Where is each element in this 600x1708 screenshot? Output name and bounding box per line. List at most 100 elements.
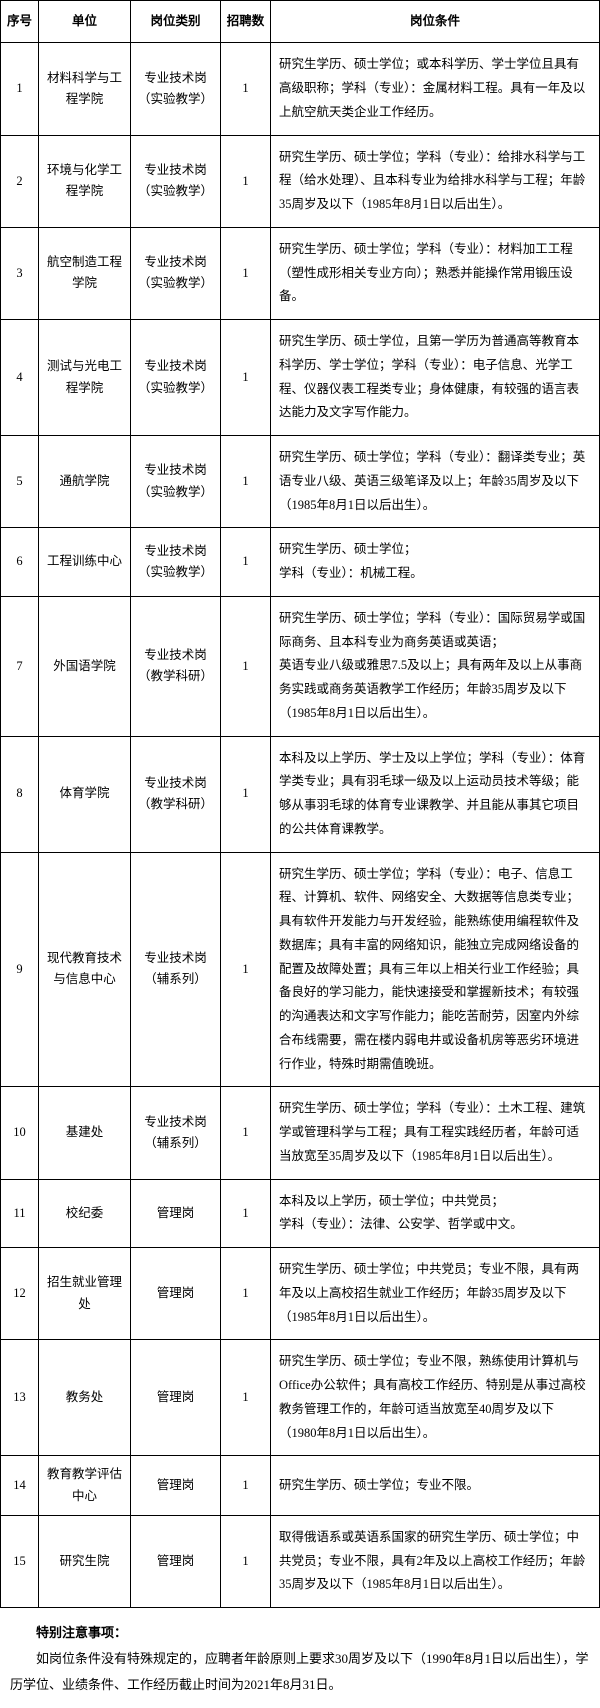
cell-count: 1 [221, 1515, 271, 1607]
cell-type: 专业技术岗（辅系列） [131, 1087, 221, 1179]
cell-type: 专业技术岗（辅系列） [131, 852, 221, 1087]
cell-type: 专业技术岗（实验教学） [131, 436, 221, 528]
table-row: 5通航学院专业技术岗（实验教学）1研究生学历、硕士学位；学科（专业）：翻译类专业… [1, 436, 600, 528]
cell-seq: 7 [1, 596, 39, 736]
cell-seq: 1 [1, 43, 39, 135]
cell-type: 管理岗 [131, 1515, 221, 1607]
cell-seq: 2 [1, 135, 39, 227]
cell-count: 1 [221, 43, 271, 135]
cell-type: 专业技术岗（实验教学） [131, 320, 221, 436]
header-conditions: 岗位条件 [271, 1, 600, 43]
cell-count: 1 [221, 1179, 271, 1248]
cell-unit: 体育学院 [39, 736, 131, 852]
header-type: 岗位类别 [131, 1, 221, 43]
cell-unit: 通航学院 [39, 436, 131, 528]
cell-type: 专业技术岗（教学科研） [131, 736, 221, 852]
cell-conditions: 研究生学历、硕士学位；学科（专业）：材料加工工程（塑性成形相关专业方向）；熟悉并… [271, 227, 600, 319]
cell-seq: 3 [1, 227, 39, 319]
cell-seq: 4 [1, 320, 39, 436]
cell-unit: 教务处 [39, 1340, 131, 1456]
cell-unit: 研究生院 [39, 1515, 131, 1607]
header-count: 招聘数 [221, 1, 271, 43]
table-row: 13教务处管理岗1研究生学历、硕士学位；专业不限，熟练使用计算机与Office办… [1, 1340, 600, 1456]
table-row: 10基建处专业技术岗（辅系列）1研究生学历、硕士学位；学科（专业）：土木工程、建… [1, 1087, 600, 1179]
cell-seq: 12 [1, 1248, 39, 1340]
cell-type: 管理岗 [131, 1179, 221, 1248]
cell-conditions: 研究生学历、硕士学位，且第一学历为普通高等教育本科学历、学士学位；学科（专业）：… [271, 320, 600, 436]
notes-title: 特别注意事项： [10, 1620, 590, 1646]
cell-seq: 14 [1, 1456, 39, 1516]
cell-seq: 9 [1, 852, 39, 1087]
table-row: 2环境与化学工程学院专业技术岗（实验教学）1研究生学历、硕士学位；学科（专业）：… [1, 135, 600, 227]
cell-unit: 航空制造工程学院 [39, 227, 131, 319]
recruitment-table: 序号 单位 岗位类别 招聘数 岗位条件 1材料科学与工程学院专业技术岗（实验教学… [0, 0, 600, 1608]
table-row: 11校纪委管理岗1本科及以上学历，硕士学位；中共党员； 学科（专业）：法律、公安… [1, 1179, 600, 1248]
cell-conditions: 研究生学历、硕士学位；专业不限。 [271, 1456, 600, 1516]
table-body: 1材料科学与工程学院专业技术岗（实验教学）1研究生学历、硕士学位；或本科学历、学… [1, 43, 600, 1608]
cell-seq: 8 [1, 736, 39, 852]
cell-count: 1 [221, 227, 271, 319]
table-row: 3航空制造工程学院专业技术岗（实验教学）1研究生学历、硕士学位；学科（专业）：材… [1, 227, 600, 319]
cell-type: 专业技术岗（实验教学） [131, 43, 221, 135]
table-header-row: 序号 单位 岗位类别 招聘数 岗位条件 [1, 1, 600, 43]
cell-count: 1 [221, 736, 271, 852]
cell-unit: 材料科学与工程学院 [39, 43, 131, 135]
cell-unit: 测试与光电工程学院 [39, 320, 131, 436]
cell-conditions: 研究生学历、硕士学位；学科（专业）：土木工程、建筑学或管理科学与工程；具有工程实… [271, 1087, 600, 1179]
cell-conditions: 研究生学历、硕士学位；专业不限，熟练使用计算机与Office办公软件；具有高校工… [271, 1340, 600, 1456]
cell-conditions: 取得俄语系或英语系国家的研究生学历、硕士学位；中共党员；专业不限，具有2年及以上… [271, 1515, 600, 1607]
table-row: 14教育教学评估中心管理岗1研究生学历、硕士学位；专业不限。 [1, 1456, 600, 1516]
cell-count: 1 [221, 852, 271, 1087]
cell-unit: 基建处 [39, 1087, 131, 1179]
table-row: 4测试与光电工程学院专业技术岗（实验教学）1研究生学历、硕士学位，且第一学历为普… [1, 320, 600, 436]
cell-unit: 环境与化学工程学院 [39, 135, 131, 227]
cell-type: 专业技术岗（教学科研） [131, 596, 221, 736]
cell-seq: 13 [1, 1340, 39, 1456]
cell-type: 专业技术岗（实验教学） [131, 227, 221, 319]
cell-count: 1 [221, 528, 271, 597]
notes-body: 如岗位条件没有特殊规定的，应聘者年龄原则上要求30周岁及以下（1990年8月1日… [10, 1646, 590, 1698]
cell-count: 1 [221, 1248, 271, 1340]
table-row: 7外国语学院专业技术岗（教学科研）1研究生学历、硕士学位；学科（专业）：国际贸易… [1, 596, 600, 736]
cell-conditions: 本科及以上学历、学士及以上学位；学科（专业）：体育学类专业；具有羽毛球一级及以上… [271, 736, 600, 852]
cell-seq: 11 [1, 1179, 39, 1248]
cell-count: 1 [221, 320, 271, 436]
cell-count: 1 [221, 1340, 271, 1456]
cell-count: 1 [221, 1087, 271, 1179]
cell-conditions: 研究生学历、硕士学位；学科（专业）：翻译类专业；英语专业八级、英语三级笔译及以上… [271, 436, 600, 528]
cell-unit: 外国语学院 [39, 596, 131, 736]
cell-seq: 15 [1, 1515, 39, 1607]
cell-count: 1 [221, 135, 271, 227]
header-unit: 单位 [39, 1, 131, 43]
cell-type: 管理岗 [131, 1456, 221, 1516]
cell-conditions: 研究生学历、硕士学位；或本科学历、学士学位且具有高级职称；学科（专业）：金属材料… [271, 43, 600, 135]
cell-unit: 现代教育技术与信息中心 [39, 852, 131, 1087]
table-row: 12招生就业管理处管理岗1研究生学历、硕士学位；中共党员；专业不限，具有两年及以… [1, 1248, 600, 1340]
cell-count: 1 [221, 1456, 271, 1516]
cell-conditions: 研究生学历、硕士学位； 学科（专业）：机械工程。 [271, 528, 600, 597]
cell-conditions: 本科及以上学历，硕士学位；中共党员； 学科（专业）：法律、公安学、哲学或中文。 [271, 1179, 600, 1248]
cell-unit: 招生就业管理处 [39, 1248, 131, 1340]
cell-conditions: 研究生学历、硕士学位；中共党员；专业不限，具有两年及以上高校招生就业工作经历；年… [271, 1248, 600, 1340]
cell-conditions: 研究生学历、硕士学位；学科（专业）：给排水科学与工程（给水处理）、且本科专业为给… [271, 135, 600, 227]
cell-count: 1 [221, 596, 271, 736]
cell-type: 专业技术岗（实验教学） [131, 135, 221, 227]
cell-seq: 6 [1, 528, 39, 597]
cell-seq: 5 [1, 436, 39, 528]
table-row: 15研究生院管理岗1取得俄语系或英语系国家的研究生学历、硕士学位；中共党员；专业… [1, 1515, 600, 1607]
table-row: 1材料科学与工程学院专业技术岗（实验教学）1研究生学历、硕士学位；或本科学历、学… [1, 43, 600, 135]
notes-section: 特别注意事项： 如岗位条件没有特殊规定的，应聘者年龄原则上要求30周岁及以下（1… [0, 1608, 600, 1708]
cell-seq: 10 [1, 1087, 39, 1179]
cell-type: 管理岗 [131, 1340, 221, 1456]
cell-count: 1 [221, 436, 271, 528]
cell-type: 管理岗 [131, 1248, 221, 1340]
header-seq: 序号 [1, 1, 39, 43]
cell-type: 专业技术岗（实验教学） [131, 528, 221, 597]
cell-conditions: 研究生学历、硕士学位；学科（专业）：电子、信息工程、计算机、软件、网络安全、大数… [271, 852, 600, 1087]
table-row: 9现代教育技术与信息中心专业技术岗（辅系列）1研究生学历、硕士学位；学科（专业）… [1, 852, 600, 1087]
cell-unit: 教育教学评估中心 [39, 1456, 131, 1516]
table-row: 8体育学院专业技术岗（教学科研）1本科及以上学历、学士及以上学位；学科（专业）：… [1, 736, 600, 852]
cell-unit: 校纪委 [39, 1179, 131, 1248]
cell-unit: 工程训练中心 [39, 528, 131, 597]
cell-conditions: 研究生学历、硕士学位；学科（专业）：国际贸易学或国际商务、且本科专业为商务英语或… [271, 596, 600, 736]
